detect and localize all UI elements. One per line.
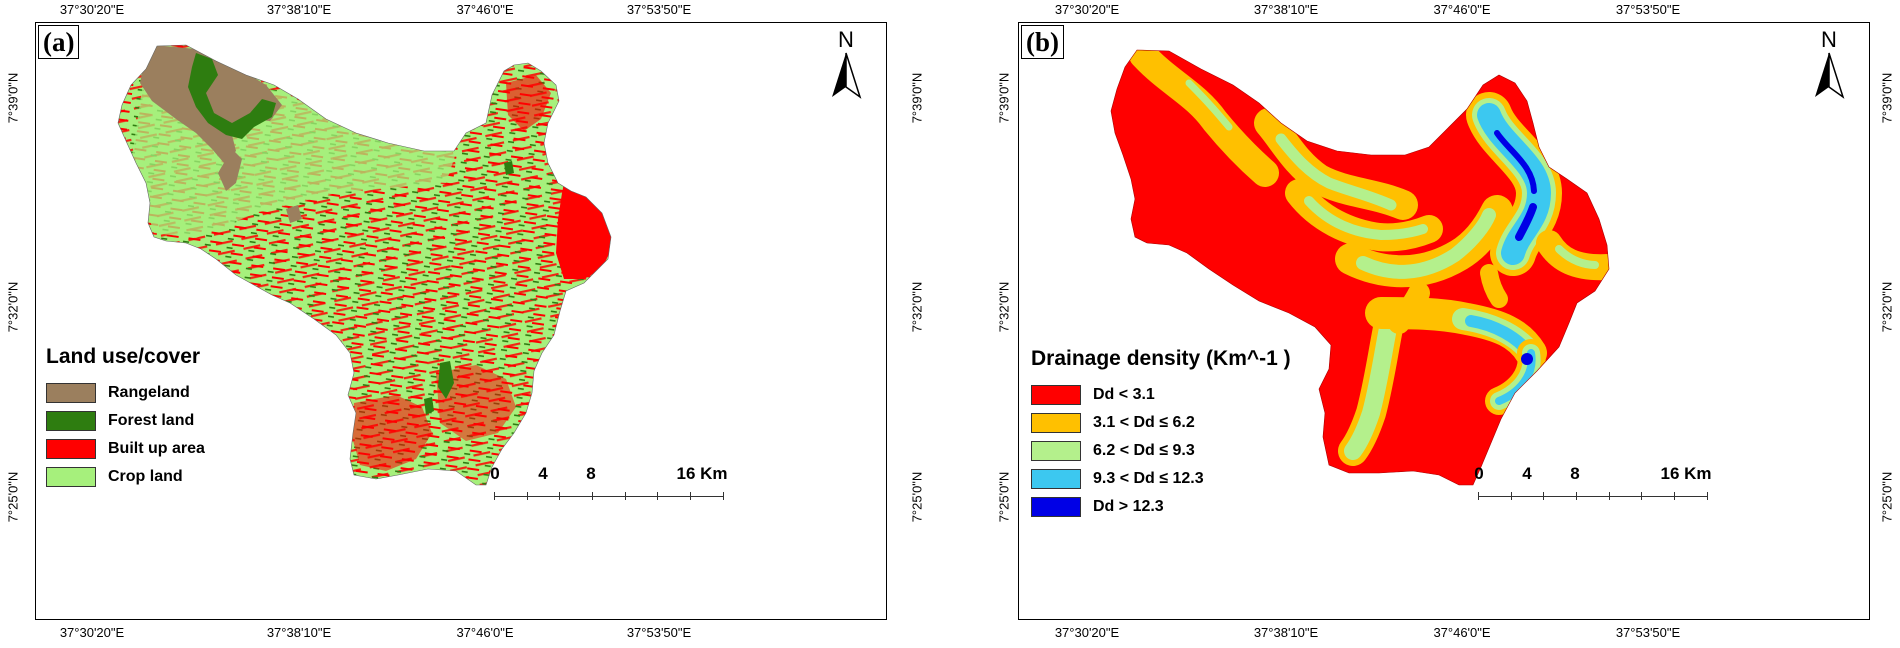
coord-left-2: 7°32'0"N [5, 281, 21, 333]
legend-item: Rangeland [46, 379, 205, 407]
coord-right-3: 7°25'0"N [909, 471, 925, 523]
legend-label: Rangeland [108, 384, 190, 401]
panel-label-a: (a) [38, 25, 80, 59]
coord-top-3: 37°46'0"E [1433, 2, 1491, 17]
land-cover-raster [118, 45, 611, 485]
coord-top-4: 37°53'50"E [626, 2, 692, 17]
legend-label: 9.3 < Dd ≤ 12.3 [1093, 470, 1204, 487]
legend-item: Dd < 3.1 [1031, 381, 1291, 409]
legend-item: 3.1 < Dd ≤ 6.2 [1031, 409, 1291, 437]
legend-swatch [1031, 385, 1081, 405]
coord-bottom-3: 37°46'0"E [456, 625, 514, 640]
legend-label: Forest land [108, 412, 195, 429]
scale-label-8: 8 [1570, 464, 1580, 483]
coord-bottom-1: 37°30'20"E [59, 625, 125, 640]
coord-right-2: 7°32'0"N [909, 281, 925, 333]
legend-item: Dd > 12.3 [1031, 493, 1291, 521]
legend-label: Dd > 12.3 [1093, 498, 1164, 515]
coord-bottom-4: 37°53'50"E [626, 625, 692, 640]
coord-bottom-3: 37°46'0"E [1433, 625, 1491, 640]
legend-item: 6.2 < Dd ≤ 9.3 [1031, 437, 1291, 465]
coord-left-1: 7°39'0"N [996, 72, 1012, 124]
scale-label-4: 4 [538, 464, 548, 483]
legend-swatch [1031, 497, 1081, 517]
coord-bottom-2: 37°38'10"E [1253, 625, 1319, 640]
legend-label: 3.1 < Dd ≤ 6.2 [1093, 414, 1195, 431]
drainage-density-raster [1111, 50, 1609, 485]
scale-bar: 0 4 8 16 Km [490, 464, 734, 504]
legend-title: Land use/cover [46, 345, 201, 368]
legend-item: Forest land [46, 407, 205, 435]
watershed-map [1110, 49, 1610, 486]
legend-title: Drainage density (Km^-1 ) [1031, 347, 1291, 370]
legend-swatch [46, 439, 96, 459]
legend-land-use: Land use/cover Rangeland Forest land Bui… [46, 345, 205, 491]
legend-swatch [46, 383, 96, 403]
legend-item: Built up area [46, 435, 205, 463]
coord-left-2: 7°32'0"N [996, 281, 1012, 333]
legend-swatch [1031, 441, 1081, 461]
scale-bar: 0 4 8 16 Km [1474, 464, 1718, 504]
coord-right-2: 7°32'0"N [1879, 281, 1895, 333]
legend-swatch [1031, 469, 1081, 489]
scale-label-0: 0 [1474, 464, 1484, 483]
scale-label-16: 16 Km [1660, 464, 1712, 483]
map-panel-drainage-density: 37°30'20"E 37°38'10"E 37°46'0"E 37°53'50… [990, 0, 1900, 648]
watershed-map [117, 44, 612, 486]
legend-label: Dd < 3.1 [1093, 386, 1155, 403]
north-arrow-icon [832, 52, 862, 99]
coord-top-3: 37°46'0"E [456, 2, 514, 17]
legend-swatch [46, 467, 96, 487]
coord-left-3: 7°25'0"N [5, 471, 21, 523]
legend-label: 6.2 < Dd ≤ 9.3 [1093, 442, 1195, 459]
legend-drainage-density: Drainage density (Km^-1 ) Dd < 3.1 3.1 <… [1031, 347, 1291, 521]
scale-label-16: 16 Km [676, 464, 728, 483]
north-arrow: N [1809, 29, 1849, 99]
coord-top-1: 37°30'20"E [59, 2, 125, 17]
panel-label-b: (b) [1021, 25, 1064, 59]
map-panel-land-use: 37°30'20"E 37°38'10"E 37°46'0"E 37°53'50… [5, 2, 925, 640]
coord-bottom-4: 37°53'50"E [1615, 625, 1681, 640]
coord-top-2: 37°38'10"E [266, 2, 332, 17]
coord-right-1: 7°39'0"N [909, 72, 925, 124]
legend-swatch [1031, 413, 1081, 433]
legend-item: Crop land [46, 463, 205, 491]
legend-label: Crop land [108, 468, 183, 485]
north-letter: N [838, 27, 854, 52]
north-arrow-icon [1815, 52, 1845, 99]
coord-top-1: 37°30'20"E [1054, 2, 1120, 17]
map-frame: (b) N Drainage density (Km^-1 ) Dd < 3.1… [1018, 22, 1870, 620]
forest-patch [188, 53, 276, 139]
built-up-area-east [556, 173, 611, 279]
coord-top-4: 37°53'50"E [1615, 2, 1681, 17]
coord-top-2: 37°38'10"E [1253, 2, 1319, 17]
legend-swatch [46, 411, 96, 431]
scale-label-0: 0 [490, 464, 500, 483]
north-arrow: N [826, 29, 866, 99]
coord-left-1: 7°39'0"N [5, 72, 21, 124]
legend-label: Built up area [108, 440, 205, 457]
coord-left-3: 7°25'0"N [996, 471, 1012, 523]
coord-right-1: 7°39'0"N [1879, 72, 1895, 124]
coord-bottom-2: 37°38'10"E [266, 625, 332, 640]
legend-item: 9.3 < Dd ≤ 12.3 [1031, 465, 1291, 493]
scale-label-8: 8 [586, 464, 596, 483]
coord-right-3: 7°25'0"N [1879, 471, 1895, 523]
coord-bottom-1: 37°30'20"E [1054, 625, 1120, 640]
north-letter: N [1821, 27, 1837, 52]
map-frame: (a) N Land use/cover Rangeland Forest la… [35, 22, 887, 620]
scale-label-4: 4 [1522, 464, 1532, 483]
